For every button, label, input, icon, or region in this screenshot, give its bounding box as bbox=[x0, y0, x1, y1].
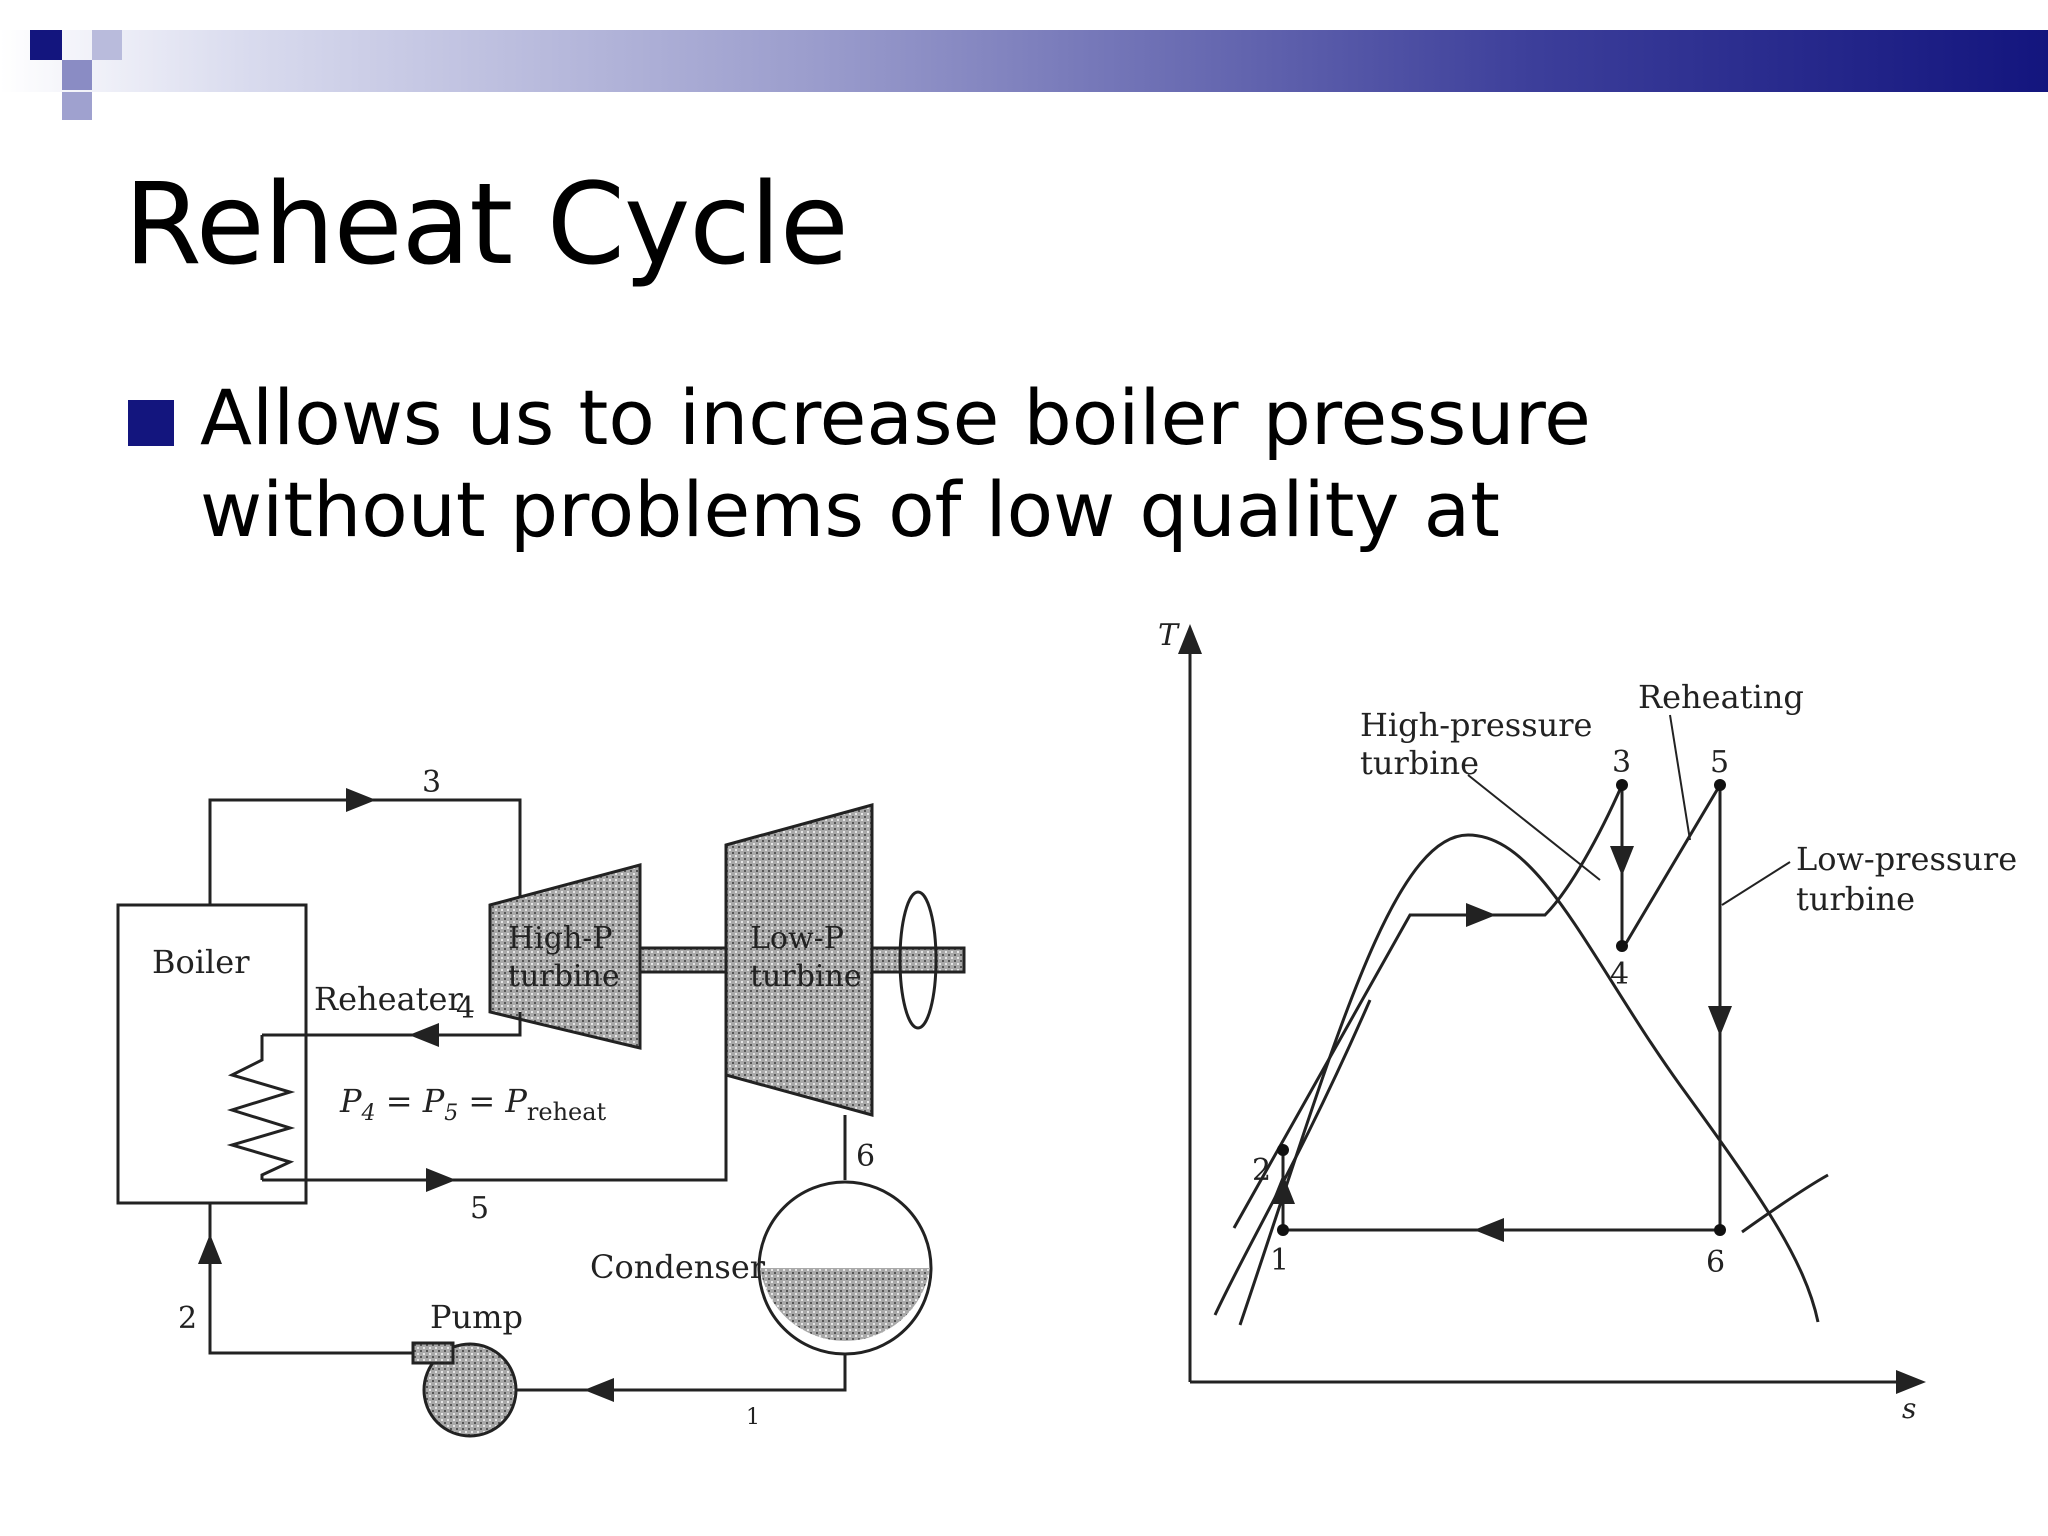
power-plant-schematic bbox=[116, 788, 966, 1438]
hp-turbine-annotation-2: turbine bbox=[1360, 744, 1479, 782]
header-square-light bbox=[92, 30, 122, 60]
state-point-4 bbox=[1616, 940, 1628, 952]
pump bbox=[422, 1342, 518, 1438]
reheating-annotation: Reheating bbox=[1638, 678, 1804, 716]
saturation-dome bbox=[1238, 833, 1820, 1326]
header-square-lower bbox=[62, 92, 92, 120]
line-state-3 bbox=[208, 798, 522, 905]
lp-turbine-label-1: Low-P bbox=[750, 921, 844, 956]
hp-turbine-label-1: High-P bbox=[508, 921, 613, 956]
lp-turbine-label-2: turbine bbox=[750, 959, 862, 994]
schematic-state-3: 3 bbox=[422, 765, 441, 800]
ts-state-points bbox=[1277, 779, 1726, 1236]
output-shaft bbox=[870, 946, 966, 974]
boiler-label: Boiler bbox=[152, 943, 250, 981]
ts-label-2: 2 bbox=[1252, 1153, 1271, 1188]
ts-label-4: 4 bbox=[1610, 957, 1629, 992]
reheater-label: Reheater bbox=[314, 980, 463, 1018]
condenser-label: Condenser bbox=[590, 1248, 766, 1286]
state-point-3 bbox=[1616, 779, 1628, 791]
ts-label-1: 1 bbox=[1270, 1243, 1289, 1278]
lp-turbine-leader bbox=[1721, 861, 1791, 906]
bullet-line-1: Allows us to increase boiler pressure bbox=[200, 373, 1591, 462]
slide-title: Reheat Cycle bbox=[124, 160, 849, 290]
state-point-5 bbox=[1714, 779, 1726, 791]
header-gradient-bar bbox=[0, 30, 2048, 92]
hp-turbine-label-2: turbine bbox=[508, 959, 620, 994]
low-pressure-turbine bbox=[724, 803, 874, 1117]
high-pressure-turbine bbox=[488, 863, 642, 1050]
line-state-4 bbox=[262, 1012, 522, 1037]
reheat-line bbox=[1620, 779, 1722, 1230]
pressure-equation: P4 = P5 = Preheat bbox=[339, 1082, 607, 1126]
line-state-5 bbox=[262, 1075, 728, 1182]
schematic-state-6: 6 bbox=[856, 1139, 875, 1174]
pump-label: Pump bbox=[430, 1298, 523, 1336]
bullet-square-icon bbox=[128, 400, 174, 446]
rotation-symbol bbox=[898, 890, 938, 1030]
hp-turbine-annotation-1: High-pressure bbox=[1360, 706, 1592, 744]
header-square-mid bbox=[62, 60, 92, 90]
ts-label-3: 3 bbox=[1612, 745, 1631, 780]
reheater-coil bbox=[226, 1035, 296, 1180]
hp-turbine-leader bbox=[1467, 774, 1601, 881]
state-point-2 bbox=[1277, 1144, 1289, 1156]
state-point-1 bbox=[1277, 1224, 1289, 1236]
lp-turbine-annotation-2: turbine bbox=[1796, 880, 1915, 918]
bullet-line-2: without problems of low quality at bbox=[200, 465, 1500, 554]
liquid-line bbox=[1213, 999, 1372, 1316]
header-square-dark bbox=[30, 30, 62, 60]
condenser-water bbox=[760, 1268, 930, 1341]
state-point-6 bbox=[1714, 1224, 1726, 1236]
boiler-box bbox=[116, 903, 308, 1205]
schematic-state-4: 4 bbox=[456, 991, 475, 1026]
t-axis-label: T bbox=[1158, 618, 1180, 653]
schematic-state-1: 1 bbox=[746, 1405, 760, 1430]
turbine-shaft bbox=[638, 946, 728, 974]
ts-diagram bbox=[1178, 624, 1926, 1394]
reheating-leader bbox=[1669, 714, 1691, 841]
schematic-state-5: 5 bbox=[470, 1191, 489, 1226]
pump-outlet bbox=[411, 1341, 455, 1365]
ts-label-6: 6 bbox=[1706, 1245, 1725, 1280]
ts-label-5: 5 bbox=[1710, 745, 1729, 780]
line-state-1 bbox=[515, 1354, 847, 1392]
bullet-text: Allows us to increase boiler pressure wi… bbox=[200, 372, 1700, 556]
low-pressure-isobar bbox=[1741, 1173, 1829, 1234]
lp-turbine-annotation-1: Low-pressure bbox=[1796, 840, 2017, 878]
s-axis-label: s bbox=[1902, 1392, 1916, 1425]
line-state-2 bbox=[208, 1203, 413, 1355]
schematic-state-2: 2 bbox=[178, 1301, 197, 1336]
